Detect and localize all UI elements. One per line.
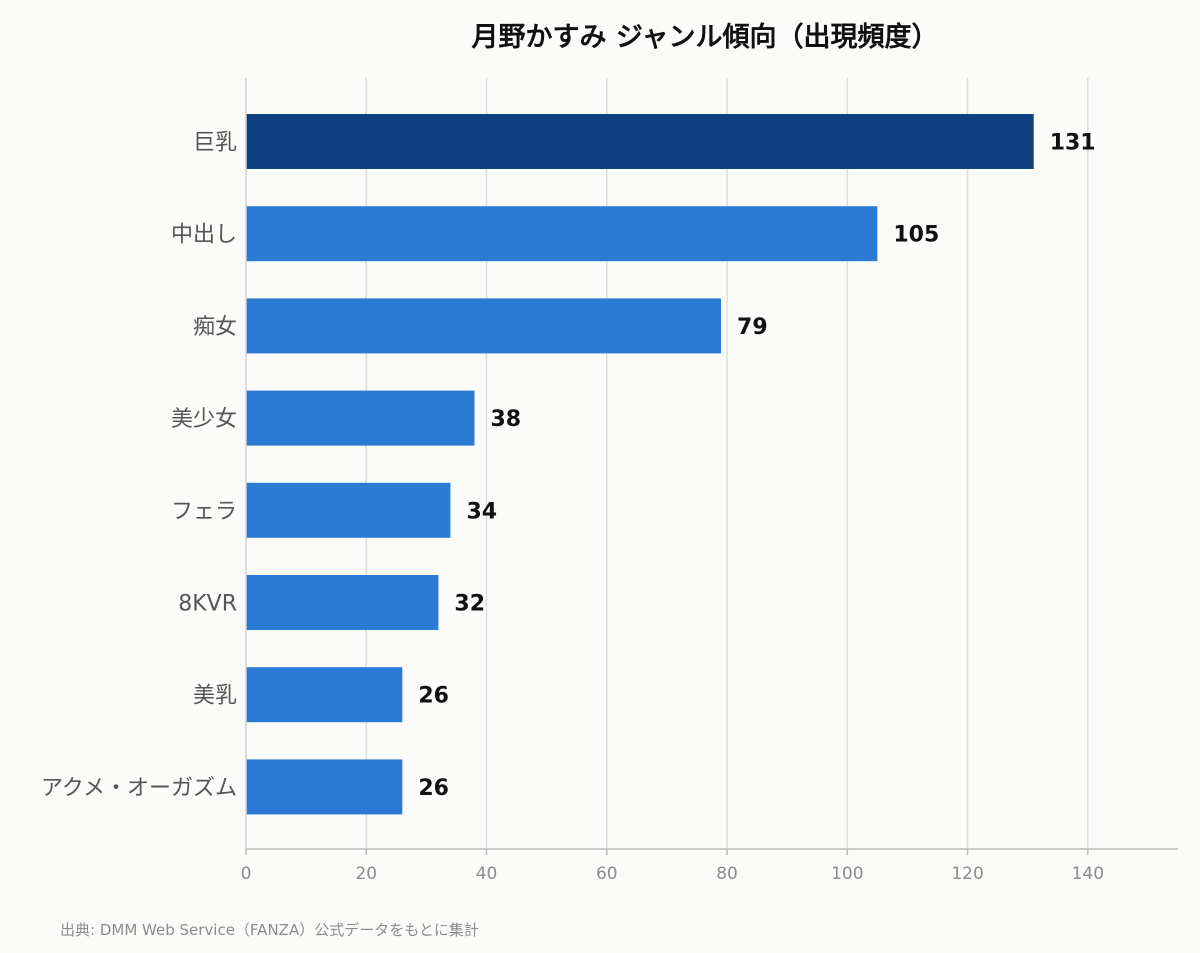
grid-lines: [365, 78, 1089, 849]
category-label: 痴女: [193, 315, 237, 340]
bar: [246, 114, 1034, 169]
bars: 巨乳 131 中出し 105 痴女 79 美少女 38 フェラ 34 8KVR 32 美乳 26 アクメ・オ…: [41, 114, 1096, 815]
bar: [246, 390, 475, 446]
category-label: 巨乳: [193, 131, 237, 156]
x-tick-label: 20: [355, 864, 377, 884]
bar: [246, 575, 439, 630]
bar: [246, 206, 878, 262]
source-note: 出典: DMM Web Service（FANZA）公式データをもとに集計: [60, 921, 479, 939]
value-label: 34: [466, 499, 497, 524]
value-label: 105: [893, 223, 939, 248]
value-label: 131: [1050, 131, 1096, 156]
value-label: 32: [454, 592, 485, 617]
bar: [246, 759, 403, 815]
bar: [246, 298, 722, 354]
category-label: フェラ: [171, 499, 237, 524]
x-tick-label: 80: [716, 864, 738, 884]
chart-title: 月野かすみ ジャンル傾向（出現頻度）: [470, 21, 938, 53]
category-label: 中出し: [171, 223, 237, 248]
bar: [246, 667, 403, 723]
value-label: 26: [418, 776, 449, 801]
category-label: アクメ・オーガズム: [41, 776, 237, 801]
value-label: 26: [418, 684, 449, 709]
category-label: 8KVR: [178, 592, 237, 617]
x-tick-label: 40: [476, 864, 498, 884]
x-axis: 0 20 40 60 80 100 120 140: [241, 78, 1178, 884]
x-tick-label: 140: [1072, 864, 1104, 884]
x-tick-label: 60: [596, 864, 618, 884]
x-tick-label: 120: [951, 864, 983, 884]
category-label: 美少女: [171, 407, 237, 432]
category-label: 美乳: [193, 684, 237, 709]
value-label: 38: [490, 407, 521, 432]
bar: [246, 482, 451, 538]
x-tick-label: 100: [831, 864, 863, 884]
value-label: 79: [737, 315, 768, 340]
x-tick-label: 0: [241, 864, 252, 884]
